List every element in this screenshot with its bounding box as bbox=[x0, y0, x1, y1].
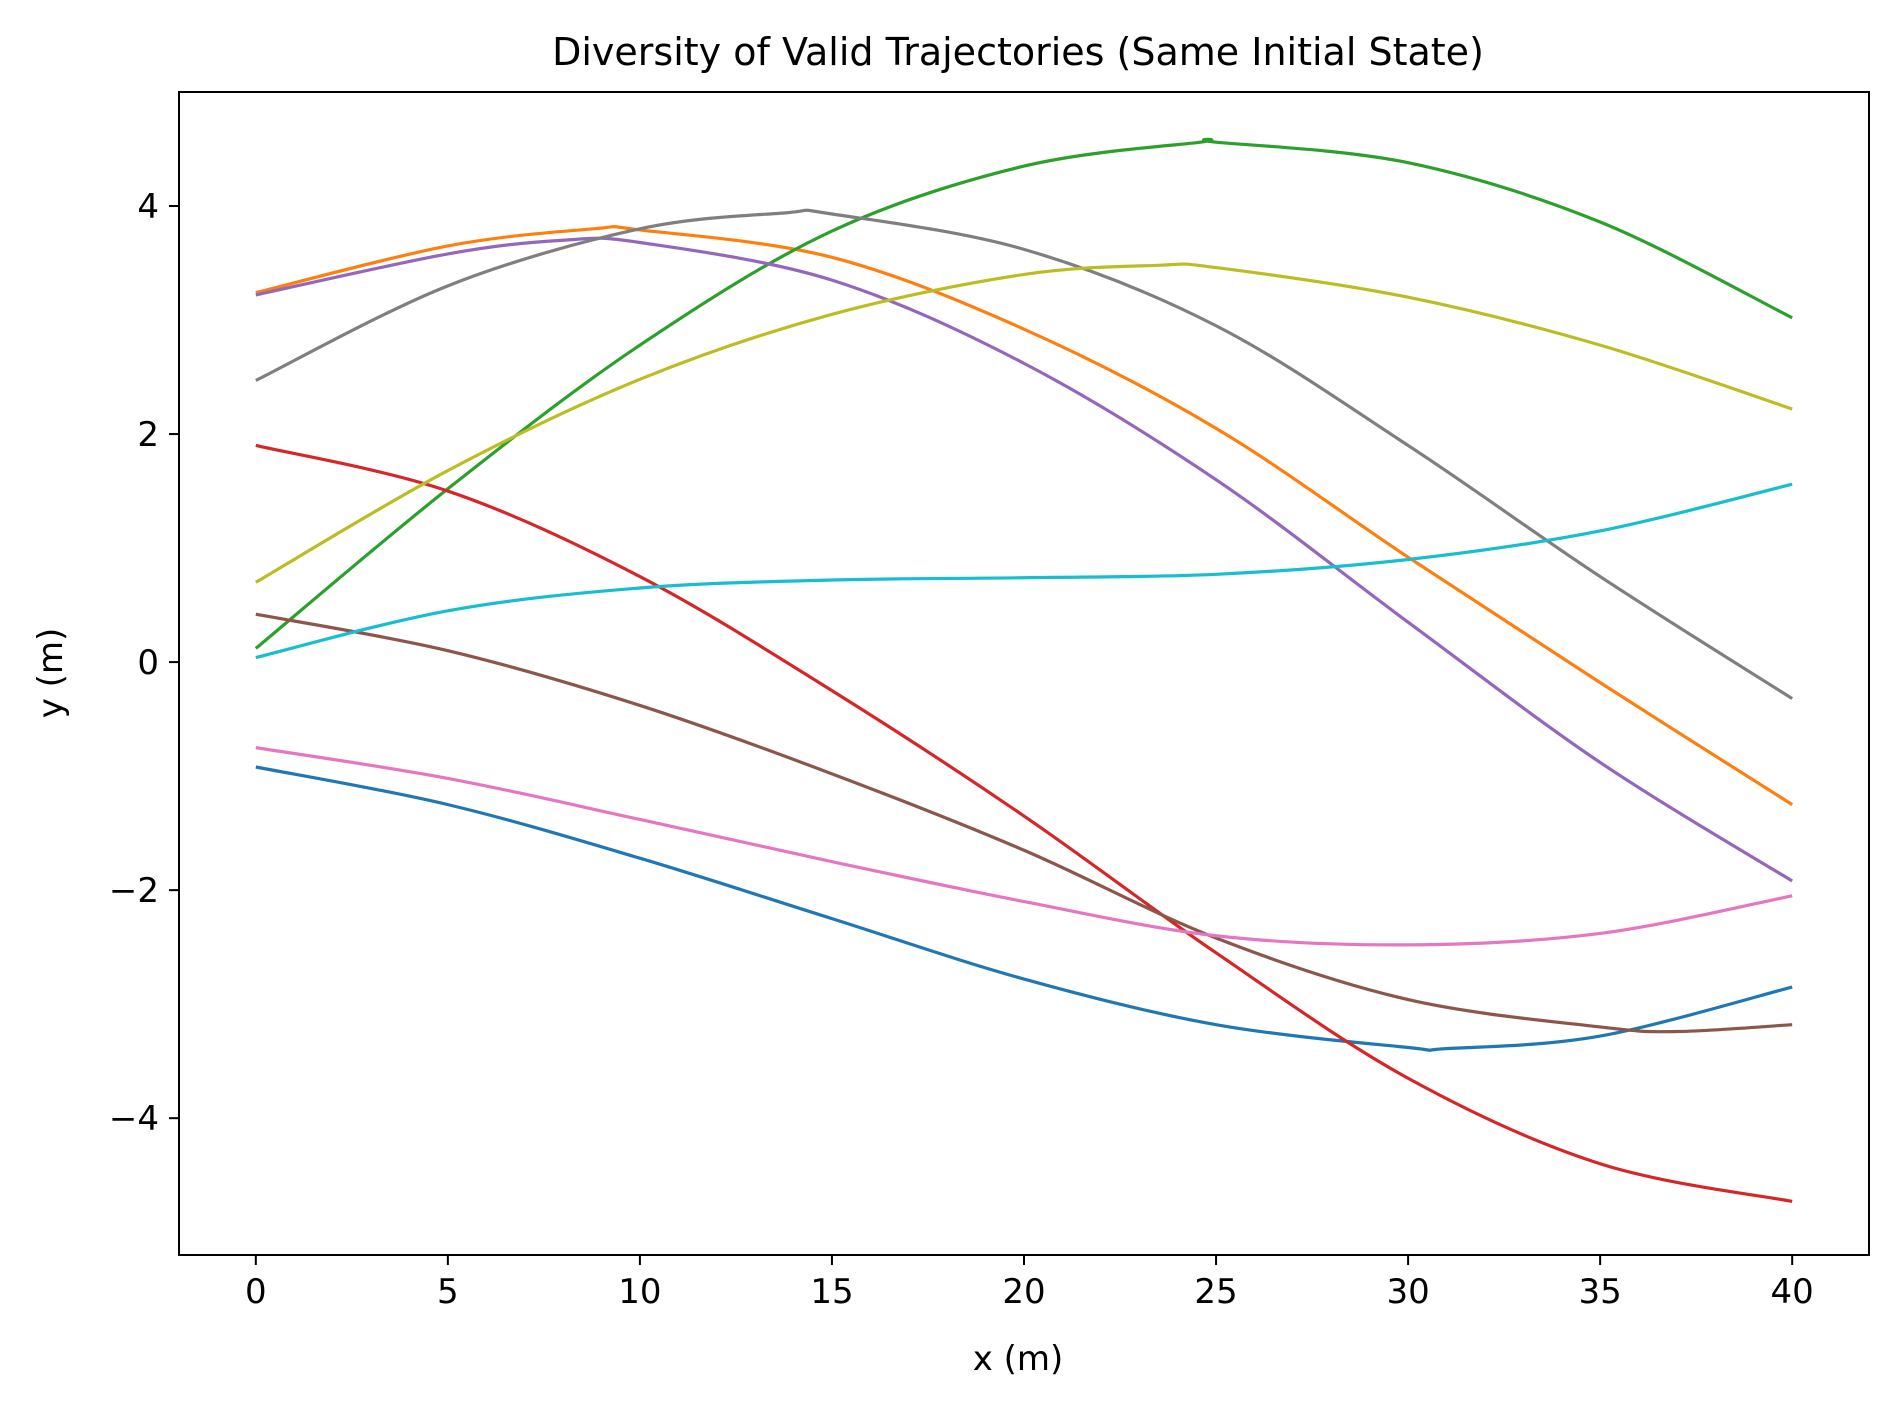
chart-title: Diversity of Valid Trajectories (Same In… bbox=[552, 30, 1484, 74]
series-line-2 bbox=[255, 225, 1794, 806]
x-tick-label: 30 bbox=[1386, 1272, 1429, 1312]
series-line-7 bbox=[255, 746, 1793, 947]
x-axis: 0 5 10 15 20 25 30 35 40 bbox=[245, 1255, 1814, 1312]
y-tick-label: 2 bbox=[137, 415, 159, 455]
x-tick-label: 5 bbox=[437, 1272, 459, 1312]
series-line-6 bbox=[255, 612, 1793, 1034]
x-tick-label: 20 bbox=[1002, 1272, 1045, 1312]
series-line-4 bbox=[255, 443, 1793, 1203]
y-tick-label: −2 bbox=[109, 871, 159, 911]
x-tick-label: 0 bbox=[245, 1272, 267, 1312]
y-axis: −4 −2 0 2 4 bbox=[109, 187, 179, 1139]
x-tick-label: 35 bbox=[1579, 1272, 1622, 1312]
series-line-1 bbox=[255, 765, 1793, 1052]
x-tick-label: 10 bbox=[618, 1272, 661, 1312]
x-tick-label: 40 bbox=[1771, 1272, 1814, 1312]
y-tick-label: 0 bbox=[137, 643, 159, 683]
series-layer bbox=[254, 137, 1794, 1203]
y-axis-label: y (m) bbox=[31, 628, 71, 719]
series-line-8 bbox=[255, 208, 1794, 700]
series-line-9 bbox=[255, 262, 1793, 584]
y-tick-label: −4 bbox=[109, 1099, 159, 1139]
x-axis-label: x (m) bbox=[973, 1339, 1064, 1379]
y-tick-label: 4 bbox=[137, 187, 159, 227]
series-line-5 bbox=[255, 236, 1794, 883]
x-tick-label: 25 bbox=[1194, 1272, 1237, 1312]
series-line-10 bbox=[255, 482, 1793, 660]
x-tick-label: 15 bbox=[810, 1272, 853, 1312]
